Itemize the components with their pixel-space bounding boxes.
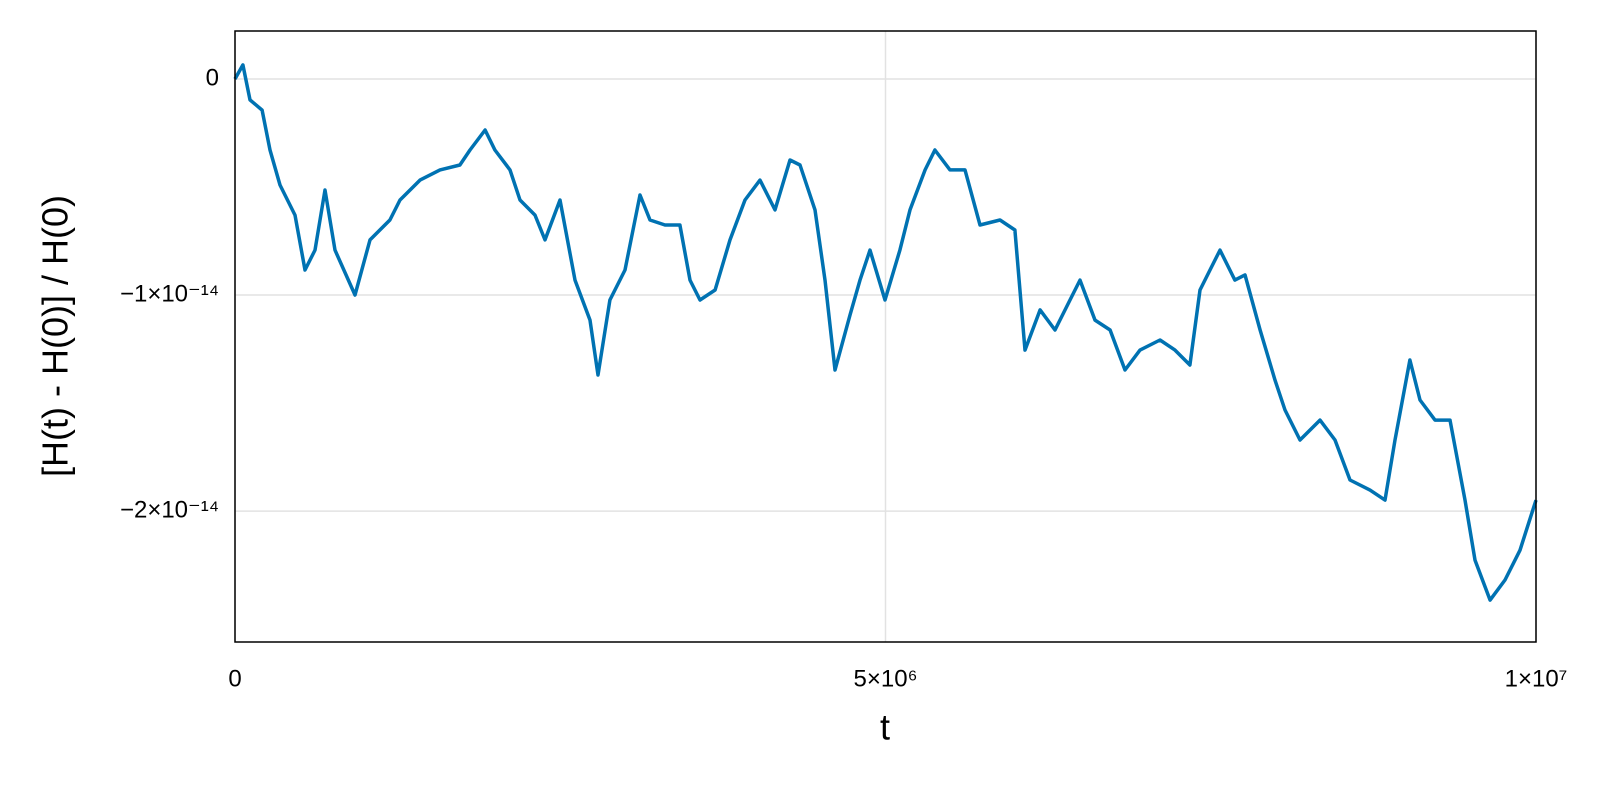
x-tick-label: 1×10⁷ xyxy=(1505,665,1568,692)
x-tick-label: 5×10⁶ xyxy=(854,665,918,692)
x-tick-label: 0 xyxy=(228,665,241,692)
y-axis-label: [H(t) - H(0)] / H(0) xyxy=(35,195,76,477)
data-line xyxy=(233,63,1538,602)
y-tick-label: −2×10⁻¹⁴ xyxy=(120,496,219,523)
y-tick-label: −1×10⁻¹⁴ xyxy=(120,280,219,307)
x-axis-label: t xyxy=(880,707,890,748)
y-tick-label: 0 xyxy=(206,64,219,91)
plot-frame xyxy=(234,30,1537,643)
